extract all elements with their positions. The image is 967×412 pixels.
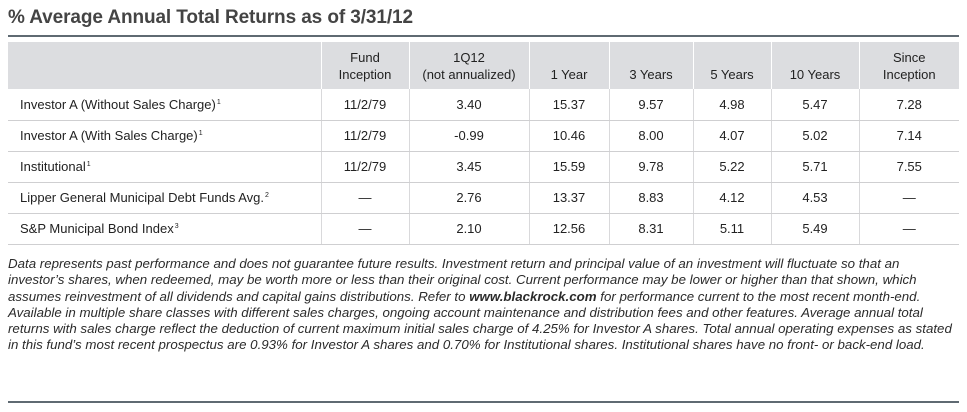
table-cell: 2.10 bbox=[409, 213, 530, 245]
table-cell: 10.46 bbox=[529, 120, 610, 152]
table-cell: -0.99 bbox=[409, 120, 530, 152]
table-cell: 5.02 bbox=[771, 120, 860, 152]
disclaimer-text-continued: for performance current to the most rece… bbox=[8, 288, 952, 353]
performance-disclaimer: Data represents past performance and doe… bbox=[8, 256, 958, 354]
disclaimer-text: Data represents past performance and doe… bbox=[8, 256, 917, 304]
table-cell: 5.49 bbox=[771, 213, 860, 245]
table-cell: 8.31 bbox=[609, 213, 694, 245]
column-header-3-years: 3 Years bbox=[609, 42, 694, 89]
bottom-divider bbox=[8, 401, 959, 403]
row-label: Institutional1 bbox=[8, 151, 322, 183]
table-cell: 8.83 bbox=[609, 182, 694, 214]
row-label: Lipper General Municipal Debt Funds Avg.… bbox=[8, 182, 322, 214]
row-label: Investor A (With Sales Charge)1 bbox=[8, 120, 322, 152]
table-cell: 4.98 bbox=[693, 89, 772, 121]
table-cell: 13.37 bbox=[529, 182, 610, 214]
table-cell: — bbox=[321, 182, 410, 214]
page-title: % Average Annual Total Returns as of 3/3… bbox=[8, 7, 413, 28]
column-header-fund-inception: Fund Inception bbox=[321, 42, 410, 89]
table-cell: 15.59 bbox=[529, 151, 610, 183]
table-cell: 11/2/79 bbox=[321, 120, 410, 152]
table-row: Institutional1 11/2/79 3.45 15.59 9.78 5… bbox=[8, 151, 959, 183]
table-cell: — bbox=[859, 213, 959, 245]
blackrock-link[interactable]: www.blackrock.com bbox=[469, 288, 597, 304]
table-cell: 3.40 bbox=[409, 89, 530, 121]
table-row: S&P Municipal Bond Index3 — 2.10 12.56 8… bbox=[8, 213, 959, 245]
column-header-5-years: 5 Years bbox=[693, 42, 772, 89]
table-cell: 9.57 bbox=[609, 89, 694, 121]
table-cell: 7.55 bbox=[859, 151, 959, 183]
table-cell: — bbox=[321, 213, 410, 245]
returns-table: Fund Inception 1Q12 (not annualized) 1 Yea… bbox=[8, 42, 959, 245]
table-cell: 2.76 bbox=[409, 182, 530, 214]
table-header-row: Fund Inception 1Q12 (not annualized) 1 Yea… bbox=[8, 42, 959, 89]
column-header-since-inception: Since Inception bbox=[882, 50, 936, 82]
table-cell: 5.71 bbox=[771, 151, 860, 183]
table-cell: 15.37 bbox=[529, 89, 610, 121]
table-row: Investor A (With Sales Charge)1 11/2/79 … bbox=[8, 120, 959, 152]
column-header-1-year: 1 Year bbox=[529, 42, 610, 89]
table-cell: 5.11 bbox=[693, 213, 772, 245]
table-cell: 12.56 bbox=[529, 213, 610, 245]
row-label: Investor A (Without Sales Charge)1 bbox=[8, 89, 322, 121]
table-cell: 4.53 bbox=[771, 182, 860, 214]
table-cell: 8.00 bbox=[609, 120, 694, 152]
table-cell: 7.28 bbox=[859, 89, 959, 121]
table-cell: 11/2/79 bbox=[321, 151, 410, 183]
column-header-1q12: 1Q12 (not annualized) bbox=[409, 42, 530, 89]
table-cell: 7.14 bbox=[859, 120, 959, 152]
table-cell: 9.78 bbox=[609, 151, 694, 183]
table-row: Investor A (Without Sales Charge)1 11/2/… bbox=[8, 89, 959, 121]
table-row: Lipper General Municipal Debt Funds Avg.… bbox=[8, 182, 959, 214]
table-cell: 5.22 bbox=[693, 151, 772, 183]
table-cell: 5.47 bbox=[771, 89, 860, 121]
column-header-10-years: 10 Years bbox=[771, 42, 860, 89]
column-header-label bbox=[8, 42, 322, 89]
top-divider bbox=[8, 35, 959, 37]
table-cell: — bbox=[859, 182, 959, 214]
table-cell: 4.12 bbox=[693, 182, 772, 214]
table-cell: 11/2/79 bbox=[321, 89, 410, 121]
row-label: S&P Municipal Bond Index3 bbox=[8, 213, 322, 245]
table-cell: 4.07 bbox=[693, 120, 772, 152]
table-cell: 3.45 bbox=[409, 151, 530, 183]
